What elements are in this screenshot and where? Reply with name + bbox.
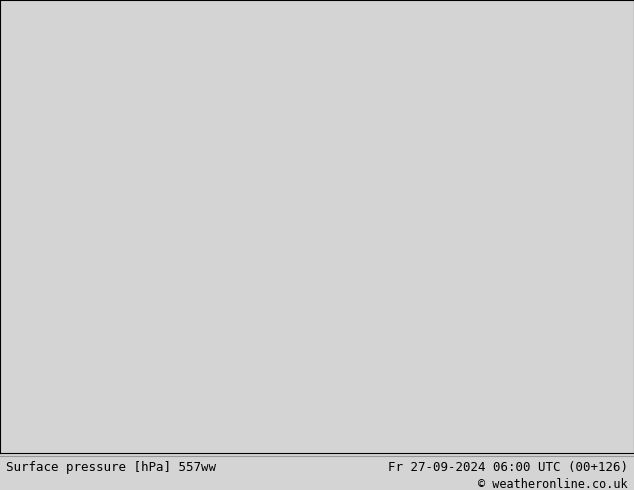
Text: © weatheronline.co.uk: © weatheronline.co.uk — [478, 478, 628, 490]
Text: Surface pressure [hPa] 557ww: Surface pressure [hPa] 557ww — [6, 462, 216, 474]
Text: Fr 27-09-2024 06:00 UTC (00+126): Fr 27-09-2024 06:00 UTC (00+126) — [387, 462, 628, 474]
